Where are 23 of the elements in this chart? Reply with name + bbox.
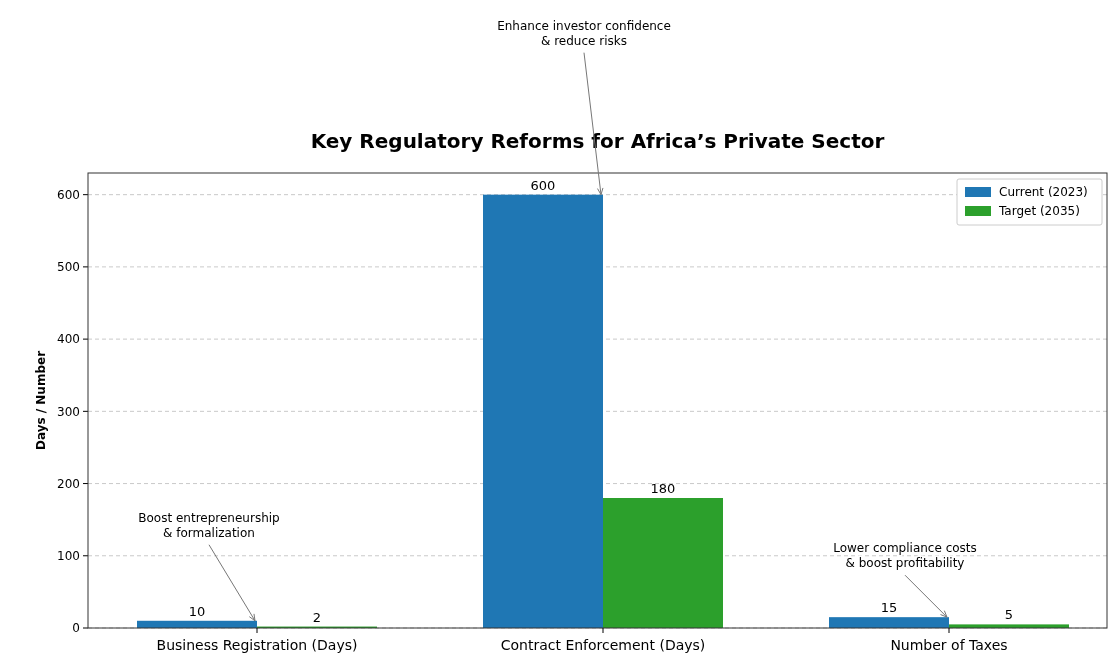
y-tick-label: 0: [72, 621, 80, 636]
y-axis-title: Days / Number: [34, 350, 48, 451]
y-tick-label: 100: [57, 548, 80, 563]
annotation: Boost entrepreneurship & formalization: [138, 510, 280, 540]
annotation: Enhance investor confidence & reduce risks: [497, 18, 671, 48]
annotation: Lower compliance costs & boost profitability: [833, 541, 977, 571]
data-label: 10: [188, 603, 206, 619]
data-label: 600: [530, 177, 556, 193]
data-label: 2: [312, 609, 322, 625]
y-tick-label: 500: [57, 260, 80, 275]
data-label: 5: [1004, 607, 1014, 623]
x-tick-label: Contract Enforcement (Days): [500, 637, 706, 653]
y-tick-label: 600: [57, 187, 80, 202]
x-tick-label: Number of Taxes: [890, 637, 1008, 653]
data-label: 180: [650, 481, 676, 496]
x-tick-label: Business Registration (Days): [156, 637, 358, 653]
chart-title: Key Regulatory Reforms for Africa’s Private Sector: [310, 129, 885, 153]
legend-label: Target (2035): [998, 204, 1080, 219]
y-tick-label: 200: [57, 476, 80, 491]
legend-label: Current (2023): [999, 185, 1088, 200]
y-tick-label: 300: [57, 404, 80, 419]
y-tick-label: 400: [57, 332, 80, 347]
data-label: 15: [880, 600, 898, 616]
